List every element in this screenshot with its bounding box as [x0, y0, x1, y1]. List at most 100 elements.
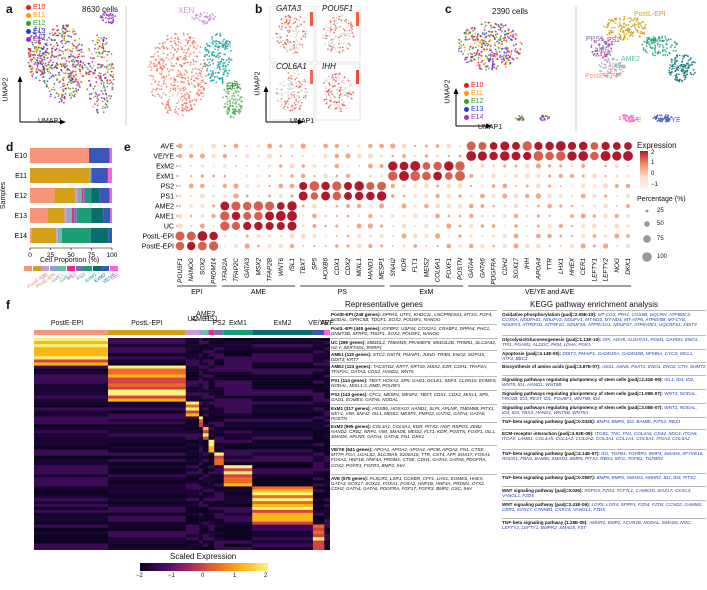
- panel-c-xaxis: UMAP1: [478, 124, 503, 131]
- dot: [536, 233, 541, 239]
- dot: [302, 245, 305, 247]
- dotplot-gene-label: NOG: [614, 258, 621, 273]
- dot: [211, 154, 216, 158]
- dot: [547, 223, 552, 229]
- dot: [614, 164, 619, 168]
- dot: [345, 173, 351, 179]
- dot: [413, 204, 417, 208]
- dot: [444, 161, 454, 171]
- dot: [279, 164, 283, 168]
- dot: [287, 221, 297, 231]
- dot: [558, 173, 563, 179]
- dot: [422, 171, 431, 181]
- dot: [468, 203, 474, 209]
- dot: [570, 164, 574, 168]
- dot: [581, 183, 586, 189]
- dot: [536, 214, 540, 218]
- panel-a-xaxis: UMAP1: [38, 118, 63, 125]
- rep-genes-entry: UC (289 genes): MB3DL2, TMEM45, PRAMEF8,…: [331, 338, 497, 350]
- dot: [468, 243, 474, 249]
- dot: [458, 234, 462, 238]
- dot: [547, 164, 552, 168]
- dot: [536, 243, 541, 249]
- dot: [344, 182, 352, 190]
- dot: [367, 153, 374, 159]
- x-tick-label: 100: [107, 252, 118, 259]
- dot: [491, 234, 496, 238]
- heatmap-label-ame2: AME2: [196, 311, 216, 318]
- dot: [200, 204, 205, 208]
- dot: [433, 161, 442, 171]
- dot: [211, 213, 216, 219]
- x-tick-label: 25: [47, 252, 55, 259]
- panel-b-feature-plots: [263, 6, 361, 125]
- dotplot-gene-label: PDGFRA: [491, 258, 498, 285]
- dot: [513, 213, 519, 219]
- dot: [189, 144, 193, 148]
- dot: [535, 193, 542, 199]
- dot: [477, 151, 488, 161]
- cluster-bar-ame1: [199, 330, 203, 335]
- dot: [354, 191, 364, 201]
- dotplot-gene-label: HHEX: [569, 257, 576, 275]
- dot: [625, 193, 631, 199]
- dotplot-gene-label: GATA3: [244, 258, 251, 278]
- dot: [390, 214, 395, 218]
- bar-segment-postl-epi: [54, 188, 76, 203]
- dotplot-gene-label: GATA4: [468, 258, 475, 278]
- dot: [298, 191, 308, 201]
- dot: [401, 223, 407, 229]
- panel-b-label: b: [255, 2, 263, 16]
- dot: [346, 204, 350, 208]
- dot: [478, 142, 487, 150]
- dot: [571, 185, 573, 187]
- panel-f-label: f: [6, 298, 10, 312]
- panel-a-label: a: [6, 2, 13, 16]
- dot: [366, 181, 375, 191]
- dot: [424, 234, 429, 238]
- dot: [522, 141, 532, 151]
- dot: [436, 154, 440, 158]
- cluster-c-exm2: ExM2: [672, 64, 690, 71]
- dot: [458, 144, 462, 148]
- dot: [222, 153, 227, 159]
- dot: [458, 154, 462, 158]
- dot: [310, 192, 319, 200]
- dot: [268, 194, 272, 198]
- dot: [425, 245, 428, 247]
- rep-genes-entry: AME1 (115 genes): STC2, DIO74, PMAIP1, J…: [331, 350, 497, 362]
- dot: [491, 184, 496, 188]
- legend-swatch-exm2: [92, 266, 101, 271]
- dot: [548, 214, 551, 218]
- bar-segment-uc: [64, 208, 67, 223]
- kegg-entry: Signaling pathways regulating pluripoten…: [502, 389, 706, 403]
- dot: [591, 173, 597, 179]
- dot: [424, 203, 429, 209]
- dot: [312, 213, 317, 219]
- dot: [245, 154, 250, 158]
- dot: [446, 223, 452, 229]
- dot: [300, 143, 306, 149]
- dot: [581, 224, 586, 228]
- dot: [257, 244, 260, 248]
- dot: [357, 144, 361, 148]
- dot: [344, 192, 352, 200]
- dot: [379, 163, 384, 169]
- dot: [334, 163, 340, 169]
- gene-group-label: VE/YE and AVE: [525, 289, 575, 296]
- kegg-title: KEGG pathway enrichment analysis: [530, 300, 659, 309]
- dotplot-row-label: AME2: [155, 204, 174, 211]
- dot: [177, 213, 183, 219]
- dot: [243, 221, 252, 231]
- dot: [625, 203, 631, 209]
- dot: [388, 171, 398, 181]
- dot: [401, 233, 407, 239]
- kegg-entry: Apoptosis (padj=4.14E-05): DDIT3, PMAIP1…: [502, 349, 706, 362]
- dot: [279, 154, 282, 158]
- dot: [480, 243, 485, 249]
- dot: [410, 171, 421, 181]
- dot: [313, 144, 316, 148]
- dotplot-gene-label: COL6A1: [435, 258, 442, 283]
- dot: [536, 174, 541, 178]
- dotplot-gene-label: LHX1: [558, 258, 565, 274]
